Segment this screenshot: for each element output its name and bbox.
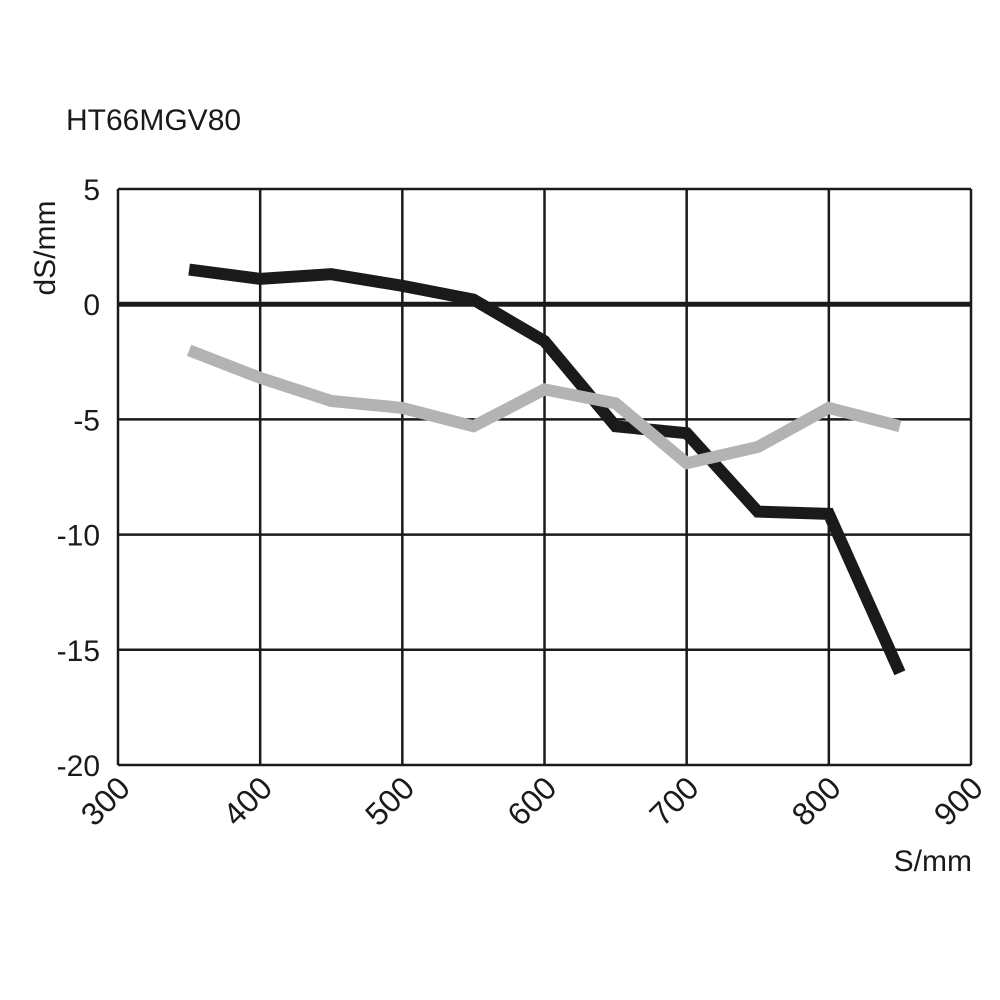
x-tick-label-600: 600: [500, 769, 563, 832]
chart-title: HT66MGV80: [66, 104, 242, 137]
series-group: [186, 263, 906, 676]
y-tick-label-5: 5: [83, 174, 100, 207]
y-tick-label--5: -5: [73, 404, 100, 437]
series-line-2: [186, 344, 902, 470]
y-tick-label-0: 0: [83, 289, 100, 322]
grid: [116, 187, 973, 767]
x-tick-label-500: 500: [358, 769, 421, 832]
x-tick-label-400: 400: [216, 769, 279, 832]
y-tick-label--15: -15: [57, 635, 100, 668]
x-tick-labels: 300 400 500 600 700 800 900: [74, 769, 990, 832]
x-axis-label: S/mm: [893, 845, 972, 878]
x-tick-label-800: 800: [785, 769, 848, 832]
x-tick-label-900: 900: [927, 769, 990, 832]
y-tick-labels: 5 0 -5 -10 -15 -20: [57, 174, 100, 783]
series-line-1: [188, 263, 906, 676]
y-tick-label--20: -20: [57, 750, 100, 783]
x-tick-label-700: 700: [642, 769, 705, 832]
y-tick-label--10: -10: [57, 520, 100, 553]
